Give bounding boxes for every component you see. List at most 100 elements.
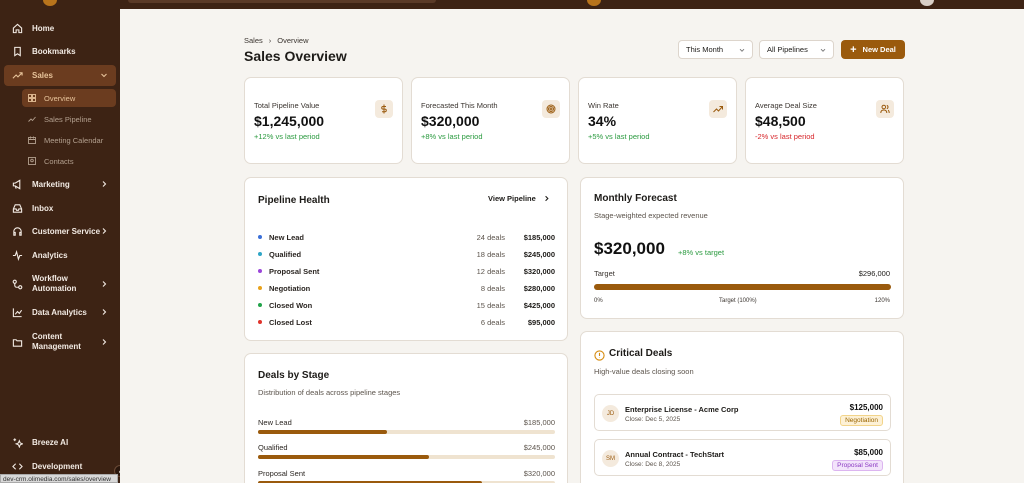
sidebar-item-breeze-ai[interactable]: Breeze AI <box>4 432 116 453</box>
sidebar-item-home[interactable]: Home <box>4 18 116 39</box>
sparkles-icon <box>10 436 24 450</box>
pipeline-row[interactable]: Negotiation 8 deals $280,000 <box>258 282 555 294</box>
sidebar: Home Bookmarks Sales Overview Sales Pipe… <box>0 9 120 483</box>
card-title: Monthly Forecast <box>594 193 677 204</box>
sidebar-item-label: Marketing <box>32 180 70 189</box>
sidebar-item-bookmarks[interactable]: Bookmarks <box>4 41 116 62</box>
sidebar-item-content-management[interactable]: Content Management <box>4 330 116 354</box>
sidebar-item-inbox[interactable]: Inbox <box>4 198 116 219</box>
stage-amount: $320,000 <box>523 266 555 276</box>
sidebar-item-label: Development <box>32 462 83 471</box>
stage-bullet <box>258 320 262 324</box>
sidebar-item-analytics[interactable]: Analytics <box>4 245 116 266</box>
chevron-right-icon: › <box>268 36 272 45</box>
sidebar-subitem-sales-pipeline[interactable]: Sales Pipeline <box>22 110 116 128</box>
avatar-edge[interactable] <box>920 0 934 6</box>
alert-icon <box>594 348 605 361</box>
kpi-label: Win Rate <box>588 101 619 110</box>
kpi-card-average-deal: Average Deal Size $48,500 -2% vs last pe… <box>745 77 904 164</box>
main-content: Sales › Overview Sales Overview This Mon… <box>120 9 1024 483</box>
sidebar-item-label-line2: Management <box>32 342 81 351</box>
top-bar <box>0 0 1024 9</box>
sidebar-item-sales[interactable]: Sales <box>4 65 116 86</box>
critical-deals-card: Critical Deals High-value deals closing … <box>580 331 904 483</box>
stage-row: Qualified $245,000 <box>258 443 555 452</box>
card-title: Deals by Stage <box>258 370 330 381</box>
pipeline-row[interactable]: Closed Won 15 deals $425,000 <box>258 299 555 311</box>
stage-amount: $185,000 <box>523 232 555 242</box>
stage-name: Closed Won <box>269 300 313 310</box>
home-icon <box>10 22 24 36</box>
logo-edge <box>43 0 57 6</box>
deal-item[interactable]: SM Annual Contract - TechStart Close: De… <box>594 439 891 476</box>
sidebar-item-data-analytics[interactable]: Data Analytics <box>4 302 116 323</box>
kpi-label: Total Pipeline Value <box>254 101 320 110</box>
sidebar-subitem-label: Overview <box>44 93 76 103</box>
period-select[interactable]: This Month <box>678 40 753 59</box>
sidebar-subitem-overview[interactable]: Overview <box>22 89 116 107</box>
dollar-icon <box>375 100 393 118</box>
stage-name: Proposal Sent <box>269 266 320 276</box>
kpi-value: $1,245,000 <box>254 113 325 129</box>
breadcrumb-sales[interactable]: Sales <box>244 36 263 45</box>
kpi-change: +8% vs last period <box>421 132 483 141</box>
bookmark-icon <box>10 45 24 59</box>
sidebar-item-workflow-automation[interactable]: Workflow Automation <box>4 272 116 296</box>
card-subtitle: High-value deals closing soon <box>594 367 694 376</box>
pipeline-row[interactable]: New Lead 24 deals $185,000 <box>258 231 555 243</box>
kpi-card-win-rate: Win Rate 34% +5% vs last period <box>578 77 737 164</box>
kpi-label: Forecasted This Month <box>421 101 498 110</box>
sidebar-item-customer-service[interactable]: Customer Service <box>4 221 116 242</box>
pipeline-select[interactable]: All Pipelines <box>759 40 834 59</box>
stage-bar-fill <box>258 455 430 459</box>
stage-bullet <box>258 269 262 273</box>
status-badge: Proposal Sent <box>832 460 883 471</box>
sidebar-item-label: Analytics <box>32 251 68 260</box>
sidebar-item-label: Customer Service <box>32 227 101 236</box>
folder-icon <box>10 335 24 349</box>
chevron-right-icon <box>102 339 107 345</box>
target-label: Target <box>594 269 615 278</box>
workflow-icon <box>10 277 24 291</box>
search-bar-edge[interactable] <box>128 0 436 3</box>
sidebar-item-development[interactable]: Development <box>4 456 116 477</box>
kpi-change: +12% vs last period <box>254 132 320 141</box>
sidebar-subitem-contacts[interactable]: Contacts <box>22 152 116 170</box>
page-title: Sales Overview <box>244 48 347 64</box>
chevron-left-icon: ‹ <box>119 467 122 476</box>
breadcrumb: Sales › Overview <box>244 36 309 45</box>
view-pipeline-link[interactable]: View Pipeline <box>488 194 551 203</box>
notification-icon-edge[interactable] <box>587 0 601 6</box>
sidebar-subitem-label: Meeting Calendar <box>44 135 104 145</box>
sidebar-item-label: Breeze AI <box>32 438 69 447</box>
stage-bullet <box>258 303 262 307</box>
sidebar-item-label: Inbox <box>32 204 54 213</box>
sidebar-item-label: Data Analytics <box>32 308 87 317</box>
new-deal-button[interactable]: + New Deal <box>841 40 905 59</box>
headset-icon <box>10 225 24 239</box>
megaphone-icon <box>10 178 24 192</box>
status-badge: Negotiation <box>840 415 883 426</box>
stage-row: Proposal Sent $320,000 <box>258 469 555 478</box>
deal-item[interactable]: JD Enterprise License - Acme Corp Close:… <box>594 394 891 431</box>
sidebar-subitem-label: Contacts <box>44 156 74 166</box>
kpi-change: -2% vs last period <box>755 132 815 141</box>
pipeline-row[interactable]: Proposal Sent 12 deals $320,000 <box>258 265 555 277</box>
stage-amount: $320,000 <box>523 469 555 478</box>
forecast-progress-fill <box>594 284 891 290</box>
kpi-value: $48,500 <box>755 113 806 129</box>
monthly-forecast-card: Monthly Forecast Stage-weighted expected… <box>580 177 904 319</box>
sidebar-item-marketing[interactable]: Marketing <box>4 174 116 195</box>
users-icon <box>876 100 894 118</box>
sidebar-subitem-meeting-calendar[interactable]: Meeting Calendar <box>22 131 116 149</box>
kpi-card-total-pipeline: Total Pipeline Value $1,245,000 +12% vs … <box>244 77 403 164</box>
pipeline-row[interactable]: Qualified 18 deals $245,000 <box>258 248 555 260</box>
stage-name: Qualified <box>258 443 288 452</box>
chevron-right-icon <box>102 309 107 315</box>
chevron-down-icon <box>101 73 107 78</box>
stage-count: 24 deals <box>476 232 505 242</box>
sidebar-item-label: Bookmarks <box>32 47 76 56</box>
pipeline-row[interactable]: Closed Lost 6 deals $95,000 <box>258 316 555 328</box>
chevron-right-icon <box>102 181 107 187</box>
deal-close-date: Close: Dec 8, 2025 <box>625 461 681 468</box>
